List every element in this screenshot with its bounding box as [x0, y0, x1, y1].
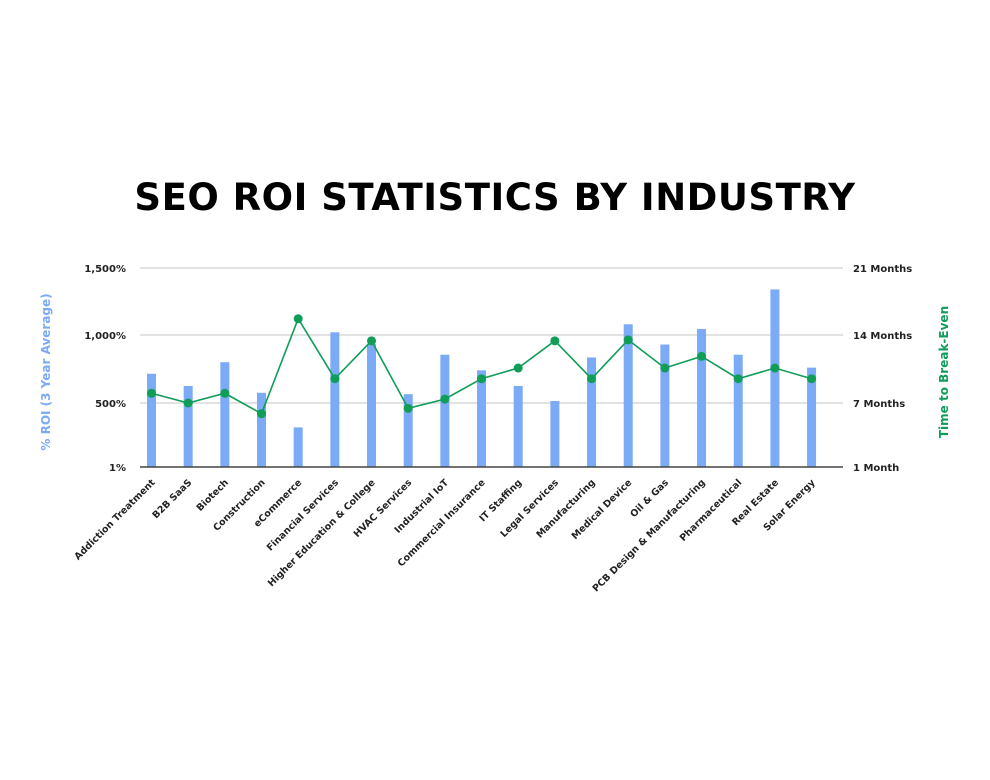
roi-bar — [403, 394, 413, 467]
right-axis-tick: 1 Month — [853, 463, 899, 474]
break-even-point — [623, 335, 633, 345]
break-even-point — [403, 403, 413, 413]
roi-bar — [330, 332, 340, 467]
roi-bar — [183, 386, 193, 467]
right-axis-title: Time to Break-Even — [937, 306, 951, 438]
left-axis-tick: 1% — [109, 463, 126, 474]
break-even-point — [550, 336, 560, 346]
break-even-point — [807, 374, 817, 384]
category-label: Pharmaceutical — [678, 477, 745, 544]
right-axis-tick: 14 Months — [853, 331, 912, 342]
break-even-point — [147, 388, 156, 398]
category-label: Biotech — [195, 477, 232, 514]
roi-bar — [587, 357, 597, 467]
break-even-point — [220, 388, 230, 398]
break-even-point — [697, 351, 707, 361]
category-label: Financial Services — [265, 477, 341, 553]
roi-bar — [257, 392, 267, 467]
roi-bar — [440, 354, 450, 467]
break-even-point — [660, 363, 670, 373]
roi-bar — [623, 324, 633, 467]
roi-bar — [770, 289, 780, 467]
break-even-point — [770, 363, 780, 373]
roi-bar — [660, 344, 670, 467]
break-even-point — [513, 363, 523, 373]
left-axis-title: % ROI (3 Year Average) — [39, 293, 53, 450]
roi-bar — [147, 373, 156, 467]
roi-bar — [697, 328, 707, 467]
roi-bar — [293, 427, 303, 467]
roi-bar — [513, 386, 523, 467]
break-even-point — [293, 314, 303, 324]
left-axis-tick: 500% — [95, 399, 126, 410]
left-axis-tick: 1,500% — [84, 264, 126, 275]
break-even-point — [330, 374, 340, 384]
category-label: Addiction Treatment — [72, 477, 157, 562]
break-even-point — [733, 374, 743, 384]
roi-bar — [733, 354, 743, 467]
roi-bar — [220, 362, 230, 467]
category-label: B2B SaaS — [151, 477, 195, 521]
break-even-point — [183, 398, 193, 408]
break-even-point — [477, 374, 487, 384]
roi-bar — [477, 370, 487, 467]
roi-bar — [807, 367, 817, 467]
chart-title: SEO ROI STATISTICS BY INDUSTRY — [134, 176, 856, 219]
right-axis-tick: 7 Months — [853, 399, 905, 410]
roi-bar — [550, 400, 560, 467]
break-even-point — [257, 409, 267, 419]
roi-bar — [367, 343, 377, 467]
break-even-point — [367, 336, 377, 346]
left-axis-tick: 1,000% — [84, 331, 126, 342]
break-even-point — [440, 394, 450, 404]
right-axis-tick: 21 Months — [853, 264, 912, 275]
break-even-point — [587, 374, 597, 384]
